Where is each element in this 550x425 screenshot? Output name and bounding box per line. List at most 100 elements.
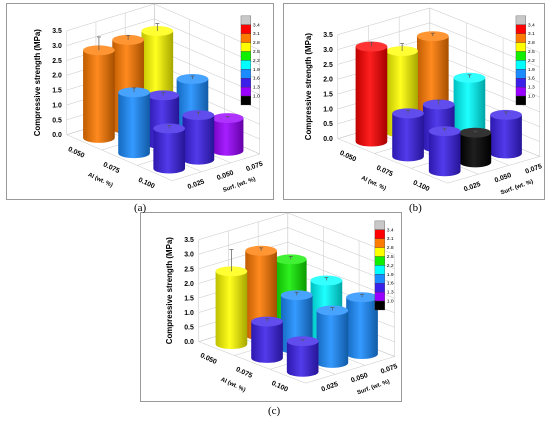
gridline-left-wall <box>66 18 155 46</box>
bar-body <box>251 321 283 363</box>
bar-cylinder <box>83 36 115 143</box>
gridline-floor <box>447 156 540 184</box>
z-tick-label: 0.050 <box>216 170 235 183</box>
caption-c: (c) <box>268 405 281 417</box>
legend-swatch <box>515 42 527 52</box>
bar-body <box>118 92 150 159</box>
x-tick-label: 0.050 <box>199 352 218 366</box>
bar-top <box>182 110 215 121</box>
legend-label: 1.6 <box>528 76 535 82</box>
bar-body <box>182 115 215 165</box>
caption-b: (b) <box>409 202 422 214</box>
bar-cylinder <box>215 249 248 350</box>
gridline-left-wall <box>198 212 288 240</box>
bar-top <box>355 41 388 52</box>
legend-label: 2.5 <box>387 254 394 260</box>
bar-top <box>153 123 186 134</box>
bar-body <box>316 310 349 368</box>
gridline-floor <box>305 356 395 384</box>
legend-swatch <box>515 60 527 70</box>
legend-label: 1.3 <box>387 290 394 296</box>
bar-cylinder <box>453 72 486 144</box>
legend-label: 2.2 <box>528 58 535 64</box>
gridline-floor <box>337 138 448 184</box>
legend-swatch <box>515 33 527 43</box>
y-tick-label: 1.0 <box>323 106 333 113</box>
caption-a: (a) <box>134 202 147 214</box>
gridline-floor <box>66 134 173 181</box>
legend-label: 1.3 <box>253 85 260 91</box>
x-tick-label: 0.075 <box>102 161 121 175</box>
bar-cylinder <box>316 305 349 368</box>
y-axis-title: Compressive strength (MPa) <box>304 33 313 141</box>
bar-cylinder <box>392 108 424 162</box>
bar-cylinder <box>182 110 215 165</box>
bar-cylinder <box>211 113 244 156</box>
z-tick-label: 0.075 <box>245 161 264 174</box>
y-tick-label: 1.5 <box>184 295 194 302</box>
legend-label: 1.0 <box>387 299 394 305</box>
bar-body <box>153 128 186 174</box>
legend-label: 3.1 <box>528 31 535 37</box>
legend-swatch <box>240 86 252 97</box>
z-tick-label: 0.075 <box>524 163 543 176</box>
y-tick-label: 3.5 <box>184 237 194 244</box>
y-tick-label: 2.5 <box>52 58 62 65</box>
bar-body <box>355 46 388 147</box>
bar-body <box>453 77 486 144</box>
y-tick-label: 3.5 <box>52 28 62 35</box>
legend: 3.4 3.1 2.8 2.5 2.2 1.9 1.6 1.3 1.0 <box>374 220 394 311</box>
gridline-left-wall <box>337 7 430 35</box>
legend-label: 2.5 <box>253 49 260 55</box>
y-tick-label: 3.0 <box>52 43 62 50</box>
x-tick-label: 0.100 <box>137 177 156 191</box>
legend-label: 1.9 <box>253 67 260 73</box>
legend-swatch <box>515 78 527 88</box>
legend-swatch <box>374 238 385 248</box>
bar-top <box>211 113 244 124</box>
legend-swatch <box>240 51 252 61</box>
gridline-left-wall <box>337 22 430 50</box>
legend-swatch <box>515 95 527 106</box>
y-tick-label: 2.0 <box>323 77 333 84</box>
bar-body <box>490 114 522 159</box>
chart-svg-b: 0.0 0.5 1.0 1.5 2.0 2.5 3.0 3.5 Compressive stre… <box>304 7 543 196</box>
x-tick-label: 0.100 <box>270 380 289 394</box>
y-tick-label: 2.0 <box>52 73 62 80</box>
legend-label: 2.2 <box>253 58 260 64</box>
bar-cylinder <box>251 316 283 363</box>
bar-body <box>286 341 319 377</box>
z-tick-label: 0.050 <box>350 372 369 385</box>
x-tick-label: 0.075 <box>235 366 254 380</box>
bar-body <box>428 131 461 177</box>
bar-body <box>392 113 424 162</box>
legend-swatch <box>240 95 252 106</box>
legend-label: 2.5 <box>528 49 535 55</box>
x-tick-label: 0.075 <box>375 165 394 179</box>
y-axis-title: Compressive strength (MPa) <box>33 29 42 137</box>
y-tick-label: 1.5 <box>323 92 333 99</box>
legend: 3.4 3.1 2.8 2.5 2.2 1.9 1.6 1.3 1.0 <box>240 15 260 106</box>
legend-label: 1.9 <box>387 272 394 278</box>
y-axis-title: Compressive strength (MPa) <box>165 237 174 345</box>
legend-swatch <box>374 283 385 293</box>
bar-cylinder <box>153 123 186 174</box>
x-tick-label: 0.050 <box>67 146 86 160</box>
y-tick-label: 3.0 <box>184 252 194 259</box>
gridline-left-wall <box>198 241 288 270</box>
legend-swatch <box>374 300 385 311</box>
legend-label: 1.0 <box>528 94 535 100</box>
y-tick-label: 2.5 <box>323 62 333 69</box>
legend-swatch <box>240 60 252 70</box>
legend-label: 3.4 <box>253 22 260 28</box>
bar-cylinder <box>355 41 388 147</box>
legend-swatch <box>240 15 252 25</box>
gridline-floor <box>198 341 306 384</box>
z-tick-label: 0.025 <box>463 181 482 194</box>
legend-label: 2.8 <box>253 40 260 46</box>
z-axis-title: Surf. (wt. %) <box>222 177 256 194</box>
bar-top <box>215 266 248 277</box>
chart-panel-a: 0.0 0.5 1.0 1.5 2.0 2.5 3.0 3.5 Compressive stre… <box>6 3 274 200</box>
y-tick-label: 0.5 <box>52 117 62 124</box>
legend-swatch <box>240 24 252 34</box>
